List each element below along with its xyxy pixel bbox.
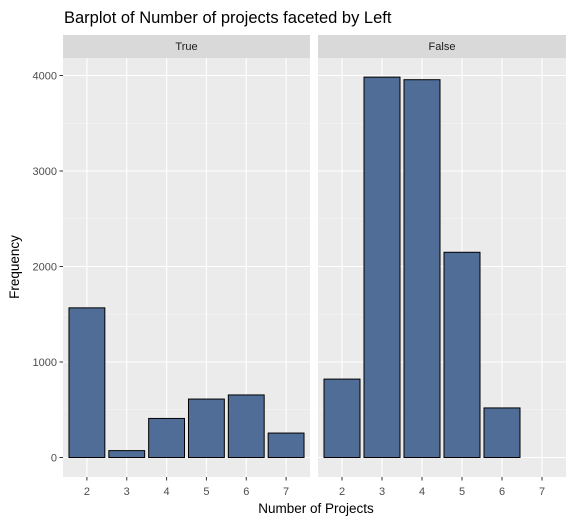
facet-strip [318,35,566,58]
x-tick-label: 5 [203,486,209,498]
x-tick-label: 5 [459,486,465,498]
x-tick-label: 4 [164,486,170,498]
facet-strip [63,35,310,58]
facet-panels: True 2 3 4 5 6 7 False 2 3 4 5 6 7 [63,35,566,498]
bar-true-6 [227,394,265,459]
y-tick-label: 1000 [33,357,57,369]
bar-true-3 [108,450,146,458]
y-tick-label: 2000 [33,262,57,274]
x-tick-label: 6 [499,486,505,498]
x-tick-label: 7 [539,486,545,498]
bar-false-4 [403,79,441,459]
x-tick-label: 6 [243,486,249,498]
x-tick-label: 4 [419,486,425,498]
x-tick-label: 3 [379,486,385,498]
bar-true-4 [148,417,186,458]
y-tick-label: 4000 [33,71,57,83]
x-tick-label: 2 [84,486,90,498]
chart-title: Barplot of Number of projects faceted by… [64,9,392,27]
x-tick-label: 3 [124,486,130,498]
bar-false-6 [483,407,521,458]
facet-panel-true: True 2 3 4 5 6 7 [63,35,310,498]
facet-strip-label: True [175,41,197,53]
bar-true-7 [267,432,305,459]
y-tick-label: 3000 [33,166,57,178]
x-axis-title: Number of Projects [258,501,374,516]
facet-strip-label: False [429,41,456,53]
y-axis: 0 1000 2000 3000 4000 [33,71,63,465]
bar-false-5 [443,251,481,458]
x-tick-label: 7 [283,486,289,498]
bar-true-5 [187,398,225,458]
bar-true-2 [68,307,106,458]
bar-false-2 [323,378,361,459]
bar-false-3 [363,76,401,458]
y-axis-title: Frequency [7,235,22,299]
facet-panel-false: False 2 3 4 5 6 7 [318,35,566,498]
x-tick-label: 2 [339,486,345,498]
y-tick-label: 0 [51,453,57,465]
